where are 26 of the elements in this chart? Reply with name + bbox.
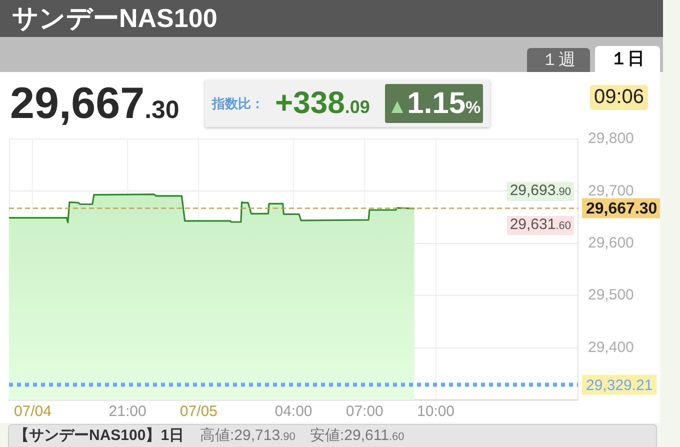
badge: ▲1.15% (385, 84, 483, 123)
annotation: 29,631.60 (506, 216, 574, 235)
text: 指数比： (212, 96, 264, 112)
y-tick-label: 29,400 (588, 338, 634, 356)
y-tick-label: 29,600 (588, 234, 634, 252)
x-tick-label: 07/05 (180, 403, 218, 420)
y-tick-label: 29,500 (588, 286, 634, 304)
annotation: 29,693.90 (506, 182, 574, 201)
y-tick-label: 29,700 (588, 182, 634, 200)
x-tick-label: 07:00 (346, 403, 384, 420)
text: 安値:29,611.60 (310, 427, 404, 446)
badge: 09:06 (590, 85, 648, 110)
x-tick-label: 04:00 (274, 403, 312, 420)
y-tick-label: 29,800 (588, 130, 634, 148)
selected-tab: １日 (595, 46, 660, 72)
text: 高値:29,713.90 (200, 427, 296, 446)
x-tick-label: 21:00 (108, 403, 146, 420)
tab: １週 (527, 48, 590, 72)
text: +338.09 (275, 84, 370, 122)
text: 【サンデーNAS100】1日 (14, 427, 184, 445)
x-tick-label: 07/04 (14, 403, 52, 420)
ref-line-label: 29,329.21 (586, 376, 653, 394)
ref-line-label: 29,667.30 (586, 200, 658, 218)
text: 29,667.30 (10, 79, 180, 130)
x-tick-label: 10:00 (416, 403, 455, 420)
chart-title: サンデーNAS100 (12, 3, 218, 33)
